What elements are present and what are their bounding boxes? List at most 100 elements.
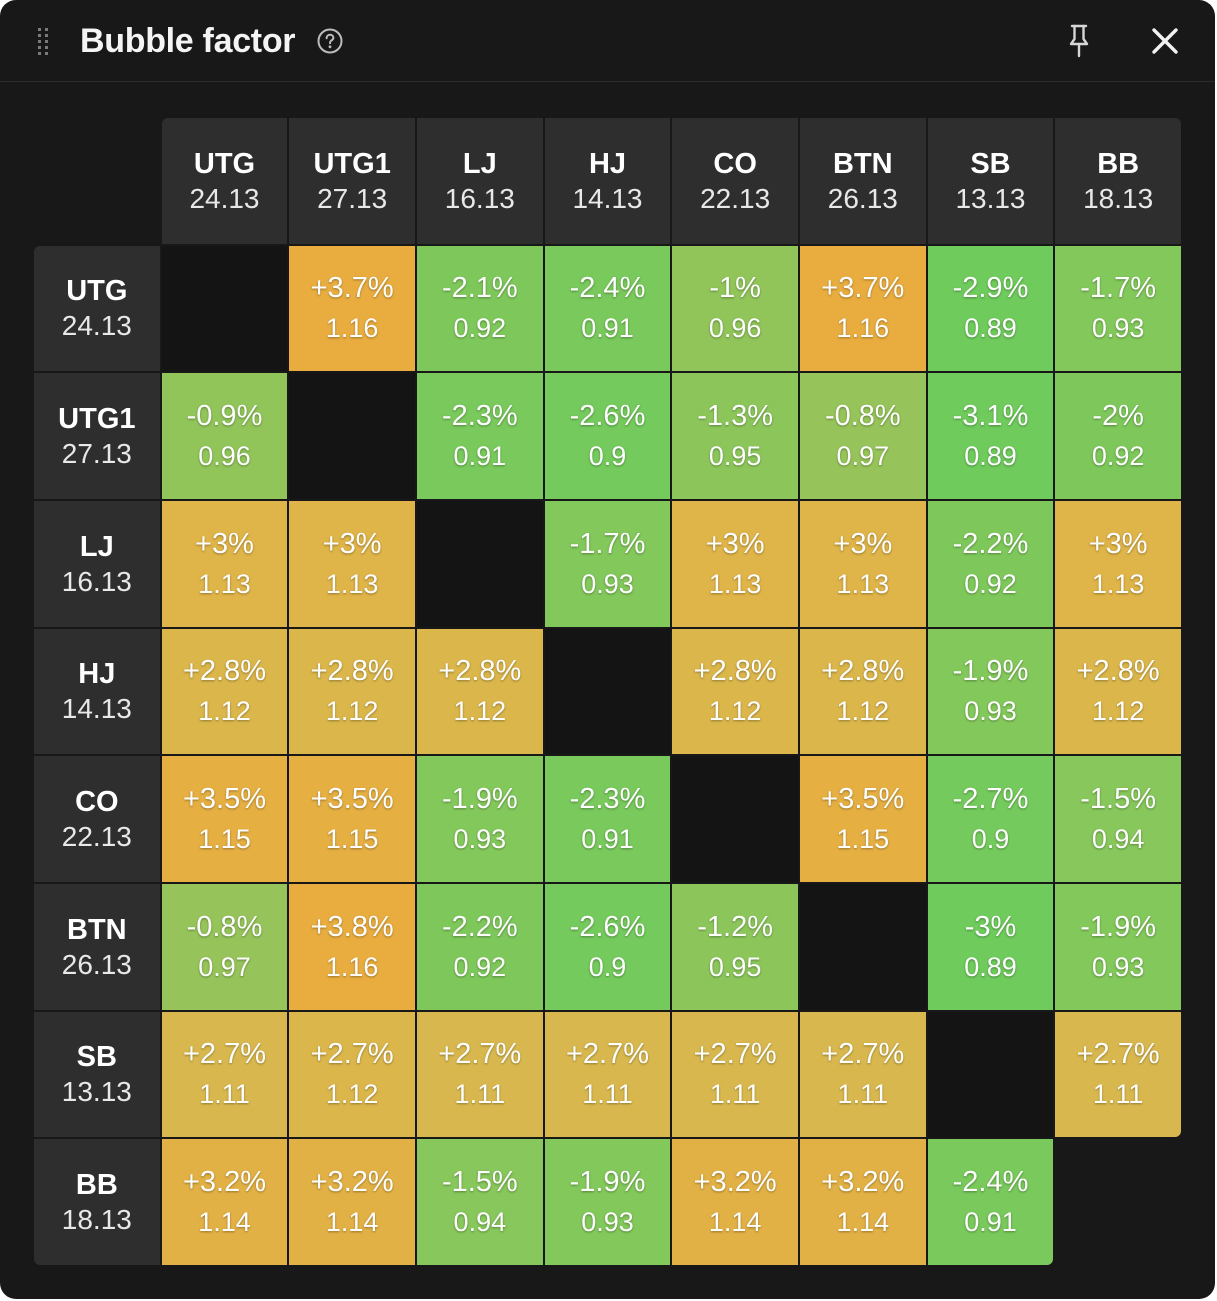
matrix-cell[interactable]: -1.3% 0.95	[672, 373, 798, 499]
matrix-cell[interactable]: -1.9% 0.93	[927, 628, 1054, 755]
bubble-factor-value: 1.12	[325, 696, 379, 727]
help-circle-icon[interactable]	[316, 27, 344, 55]
matrix-cell[interactable]: -1.9% 0.93	[544, 1139, 671, 1265]
matrix-cell[interactable]: -2.6% 0.9	[544, 884, 671, 1010]
percentage-value: -2.6%	[569, 910, 646, 943]
position-label: BB	[75, 1169, 118, 1202]
bubble-factor-value: 0.92	[453, 313, 507, 344]
matrix-cell[interactable]: +2.7% 1.11	[417, 1011, 543, 1138]
matrix-cell[interactable]: +3.2% 1.14	[800, 1139, 926, 1265]
stack-size: 14.13	[572, 182, 643, 214]
bubble-factor-value: 0.93	[1091, 313, 1145, 344]
bubble-factor-value: 0.93	[1091, 951, 1145, 982]
matrix-cell[interactable]: +3% 1.13	[161, 501, 288, 627]
stack-size: 16.13	[61, 565, 132, 597]
position-label: BTN	[67, 913, 127, 946]
matrix-cell[interactable]: -2.3% 0.91	[417, 373, 543, 499]
column-header-co: CO 22.13	[672, 118, 798, 244]
matrix-cell[interactable]: -2% 0.92	[1055, 373, 1181, 499]
matrix-cell[interactable]: +3% 1.13	[800, 501, 926, 627]
percentage-value: +3%	[322, 527, 382, 560]
bubble-factor-value: 0.95	[708, 951, 762, 982]
row-header-sb: SB 13.13	[34, 1011, 160, 1138]
matrix-cell[interactable]: +2.8% 1.12	[161, 628, 288, 755]
matrix-cell[interactable]: +3% 1.13	[289, 501, 415, 627]
matrix-cell[interactable]: -2.9% 0.89	[927, 245, 1054, 372]
matrix-cell[interactable]: +3.7% 1.16	[800, 245, 926, 372]
percentage-value: -2.7%	[952, 783, 1029, 816]
matrix-cell[interactable]: +3.2% 1.14	[289, 1139, 415, 1265]
matrix-cell[interactable]: +3.7% 1.16	[289, 245, 415, 372]
bubble-factor-value: 0.93	[453, 824, 507, 855]
column-header-bb: BB 18.13	[1055, 118, 1181, 244]
percentage-value: +3.8%	[310, 910, 394, 943]
matrix-cell[interactable]: -1% 0.96	[672, 245, 798, 372]
matrix-cell[interactable]: -1.9% 0.93	[1055, 884, 1181, 1010]
percentage-value: +2.7%	[1076, 1038, 1160, 1071]
bubble-factor-value: 0.94	[1091, 824, 1145, 855]
percentage-value: -1.9%	[1080, 910, 1157, 943]
drag-handle-icon[interactable]	[36, 26, 50, 58]
matrix-cell[interactable]: +2.7% 1.11	[800, 1011, 926, 1138]
matrix-cell[interactable]: +2.8% 1.12	[417, 628, 543, 755]
matrix-cell[interactable]: -0.8% 0.97	[161, 884, 288, 1010]
matrix-cell[interactable]: +2.8% 1.12	[289, 628, 415, 755]
empty-diagonal-cell	[672, 756, 798, 882]
percentage-value: -1.7%	[569, 527, 646, 560]
bubble-factor-value: 0.96	[708, 313, 762, 344]
matrix-cell[interactable]: +2.7% 1.11	[544, 1011, 671, 1138]
matrix-cell[interactable]: -2.2% 0.92	[417, 884, 543, 1010]
position-label: HJ	[78, 658, 116, 691]
matrix-cell[interactable]: +2.7% 1.11	[1055, 1011, 1181, 1138]
percentage-value: +3%	[833, 527, 893, 560]
matrix-cell[interactable]: +2.8% 1.12	[800, 628, 926, 755]
matrix-cell[interactable]: -2.1% 0.92	[417, 245, 543, 372]
bubble-factor-value: 0.92	[1091, 441, 1145, 472]
matrix-cell[interactable]: -1.5% 0.94	[417, 1139, 543, 1265]
pin-icon[interactable]	[1062, 22, 1096, 62]
matrix-cell[interactable]: +2.8% 1.12	[672, 628, 798, 755]
matrix-cell[interactable]: -2.4% 0.91	[927, 1139, 1054, 1265]
matrix-cell[interactable]: -2.3% 0.91	[544, 756, 671, 882]
matrix-cell[interactable]: +3.8% 1.16	[289, 884, 415, 1010]
matrix-cell[interactable]: -3.1% 0.89	[927, 373, 1054, 499]
matrix-cell[interactable]: -3% 0.89	[927, 884, 1054, 1010]
percentage-value: -0.9%	[186, 400, 263, 433]
matrix-cell[interactable]: +2.7% 1.11	[161, 1011, 288, 1138]
matrix-cell[interactable]: -1.5% 0.94	[1055, 756, 1181, 882]
bubble-factor-value: 1.14	[708, 1207, 762, 1238]
matrix-cell[interactable]: -2.6% 0.9	[544, 373, 671, 499]
bubble-factor-matrix: UTG 24.13 UTG1 27.13 LJ 16.13 HJ 14.13 CO 22.13 BT…	[34, 118, 1183, 1267]
matrix-cell[interactable]: -2.4% 0.91	[544, 245, 671, 372]
matrix-cell[interactable]: +3% 1.13	[672, 501, 798, 627]
row-header-bb: BB 18.13	[34, 1139, 160, 1265]
close-icon[interactable]	[1146, 22, 1184, 60]
matrix-cell[interactable]: -1.7% 0.93	[1055, 245, 1181, 372]
bubble-factor-value: 1.11	[837, 1079, 889, 1110]
percentage-value: +3.5%	[310, 783, 394, 816]
percentage-value: +2.8%	[821, 655, 905, 688]
matrix-cell[interactable]: -1.9% 0.93	[417, 756, 543, 882]
matrix-cell[interactable]: +3.5% 1.15	[800, 756, 926, 882]
matrix-cell[interactable]: -1.2% 0.95	[672, 884, 798, 1010]
matrix-cell[interactable]: -0.8% 0.97	[800, 373, 926, 499]
matrix-cell[interactable]: +3.5% 1.15	[289, 756, 415, 882]
empty-diagonal-cell	[161, 245, 288, 372]
stack-size: 26.13	[827, 182, 898, 214]
matrix-cell[interactable]: +2.8% 1.12	[1055, 628, 1181, 755]
matrix-cell[interactable]: +2.7% 1.12	[289, 1011, 415, 1138]
percentage-value: +2.8%	[182, 655, 266, 688]
percentage-value: +2.7%	[565, 1038, 649, 1071]
bubble-factor-value: 0.9	[588, 951, 627, 982]
matrix-cell[interactable]: +3.2% 1.14	[672, 1139, 798, 1265]
matrix-cell[interactable]: -0.9% 0.96	[161, 373, 288, 499]
matrix-cell[interactable]: +3% 1.13	[1055, 501, 1181, 627]
matrix-cell[interactable]: +2.7% 1.11	[672, 1011, 798, 1138]
matrix-cell[interactable]: -2.7% 0.9	[927, 756, 1054, 882]
matrix-cell[interactable]: -1.7% 0.93	[544, 501, 671, 627]
matrix-cell[interactable]: -2.2% 0.92	[927, 501, 1054, 627]
percentage-value: -2%	[1092, 400, 1144, 433]
matrix-cell[interactable]: +3.5% 1.15	[161, 756, 288, 882]
matrix-cell[interactable]: +3.2% 1.14	[161, 1139, 288, 1265]
bubble-factor-value: 1.11	[1092, 1079, 1144, 1110]
